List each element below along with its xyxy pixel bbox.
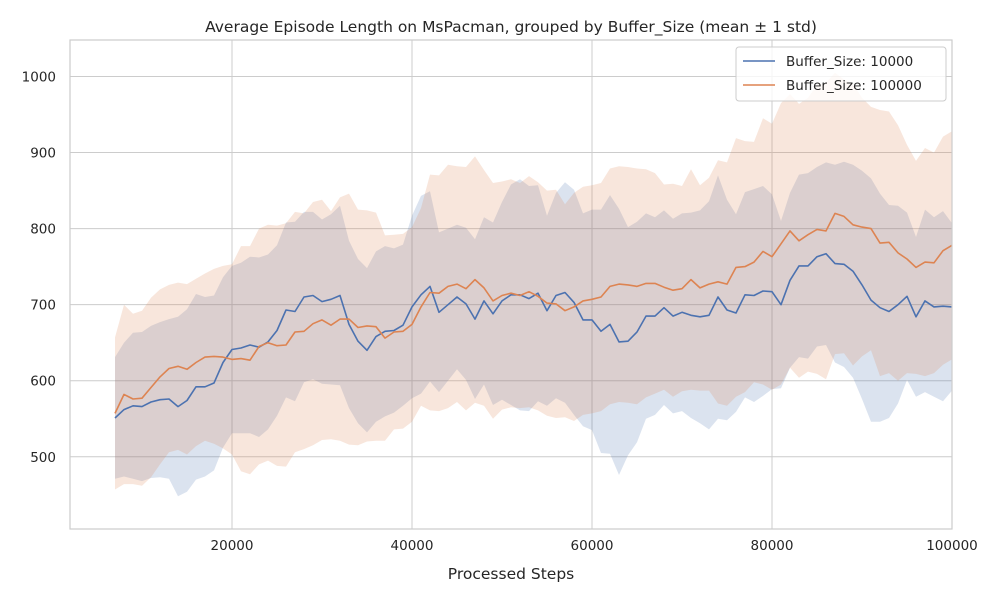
legend-box	[735, 46, 947, 102]
y-tick-label: 700	[30, 298, 56, 314]
y-tick-label: 800	[30, 222, 56, 238]
legend: Buffer_Size: 10000 Buffer_Size: 100000	[735, 46, 947, 102]
chart-title: Average Episode Length on MsPacman, grou…	[205, 18, 817, 37]
mean-line-series-0	[114, 252, 953, 419]
x-tick-label: 60000	[571, 538, 614, 554]
x-tick-labels: 20000 40000 60000 80000 100000	[211, 538, 978, 554]
y-tick-label: 900	[30, 146, 56, 162]
x-tick-label: 40000	[391, 538, 434, 554]
legend-label-buffer-100000: Buffer_Size: 100000	[786, 78, 922, 94]
legend-label-buffer-10000: Buffer_Size: 10000	[786, 54, 913, 70]
std-band-series-0	[115, 161, 952, 497]
x-tick-label: 80000	[751, 538, 794, 554]
x-tick-label: 100000	[926, 538, 978, 554]
std-band-series-1	[115, 72, 952, 490]
x-tick-label: 20000	[211, 538, 254, 554]
mean-line-series-1	[114, 212, 953, 414]
std-bands	[115, 72, 952, 497]
mean-lines	[114, 212, 953, 419]
y-tick-labels: 500 600 700 800 900 1000	[22, 70, 56, 466]
x-axis-label: Processed Steps	[448, 565, 574, 583]
y-tick-label: 1000	[22, 70, 56, 86]
y-tick-label: 600	[30, 374, 56, 390]
plot-frame	[69, 39, 953, 530]
y-tick-label: 500	[30, 450, 56, 466]
